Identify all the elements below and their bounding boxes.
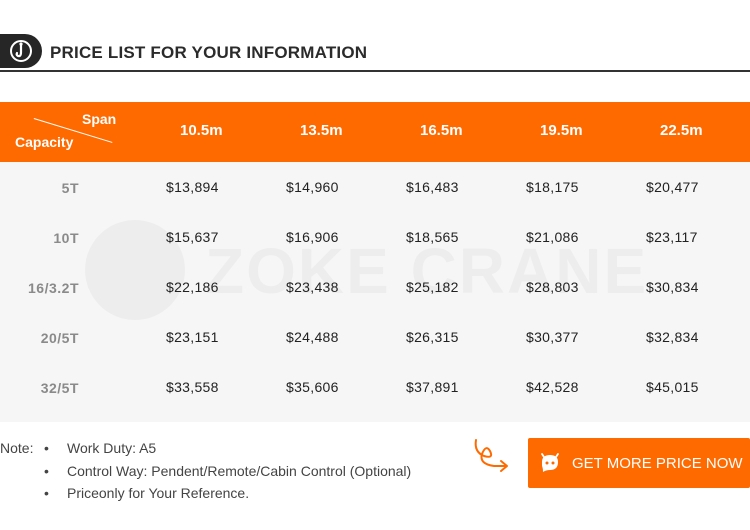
curly-arrow-icon bbox=[474, 439, 508, 472]
price-cell: $22,186 bbox=[166, 279, 219, 295]
column-header: 19.5m bbox=[540, 122, 583, 139]
span-label: Span bbox=[82, 111, 117, 127]
column-header: 13.5m bbox=[300, 122, 343, 139]
table-row: 10T $15,637 $16,906 $18,565 $21,086 $23,… bbox=[0, 212, 750, 262]
price-cell: $30,377 bbox=[526, 329, 579, 345]
table-row: 16/3.2T $22,186 $23,438 $25,182 $28,803 … bbox=[0, 262, 750, 312]
table-row: 5T $13,894 $14,960 $16,483 $18,175 $20,4… bbox=[0, 162, 750, 212]
note-text: Work Duty: A5 bbox=[67, 440, 157, 456]
capacity-cell: 16/3.2T bbox=[28, 280, 79, 296]
price-cell: $28,803 bbox=[526, 279, 579, 295]
table-corner-cell: Span Capacity bbox=[0, 102, 140, 162]
price-cell: $26,315 bbox=[406, 329, 459, 345]
capacity-label: Capacity bbox=[15, 134, 74, 150]
note-text: Priceonly for Your Reference. bbox=[67, 485, 250, 501]
price-cell: $23,438 bbox=[286, 279, 339, 295]
price-cell: $23,117 bbox=[646, 229, 698, 245]
price-cell: $35,606 bbox=[286, 379, 339, 395]
capacity-cell: 20/5T bbox=[40, 330, 79, 346]
price-cell: $20,477 bbox=[646, 179, 699, 195]
note-item: • Work Duty: A5 bbox=[44, 440, 156, 456]
capacity-cell: 5T bbox=[61, 180, 79, 196]
price-cell: $13,894 bbox=[166, 179, 219, 195]
note-label: Note: bbox=[0, 440, 34, 456]
price-cell: $23,151 bbox=[166, 329, 219, 345]
chat-bot-icon bbox=[541, 453, 559, 472]
table-header: Span Capacity 10.5m 13.5m 16.5m 19.5m 22… bbox=[0, 102, 750, 162]
column-header: 10.5m bbox=[180, 122, 223, 139]
price-cell: $16,483 bbox=[406, 179, 459, 195]
bullet-icon: • bbox=[44, 485, 49, 501]
note-item: • Control Way: Pendent/Remote/Cabin Contr… bbox=[44, 463, 411, 479]
price-cell: $30,834 bbox=[646, 279, 699, 295]
price-cell: $24,488 bbox=[286, 329, 339, 345]
price-cell: $16,906 bbox=[286, 229, 339, 245]
logo-badge bbox=[0, 34, 42, 68]
price-cell: $33,558 bbox=[166, 379, 219, 395]
price-cell: $14,960 bbox=[286, 179, 339, 195]
get-price-button[interactable]: GET MORE PRICE NOW bbox=[528, 438, 750, 488]
section-header: PRICE LIST FOR YOUR INFORMATION bbox=[0, 32, 750, 72]
bullet-icon: • bbox=[44, 440, 49, 456]
price-cell: $32,834 bbox=[646, 329, 699, 345]
note-text: Control Way: Pendent/Remote/Cabin Contro… bbox=[67, 463, 412, 479]
table-row: 32/5T $33,558 $35,606 $37,891 $42,528 $4… bbox=[0, 362, 750, 412]
note-item: • Priceonly for Your Reference. bbox=[44, 485, 249, 501]
price-cell: $15,637 bbox=[166, 229, 219, 245]
capacity-cell: 10T bbox=[53, 230, 79, 246]
price-cell: $45,015 bbox=[646, 379, 699, 395]
column-header: 22.5m bbox=[660, 122, 703, 139]
column-header: 16.5m bbox=[420, 122, 463, 139]
price-cell: $18,175 bbox=[526, 179, 579, 195]
price-cell: $25,182 bbox=[406, 279, 459, 295]
capacity-cell: 32/5T bbox=[40, 380, 79, 396]
price-cell: $21,086 bbox=[526, 229, 579, 245]
bullet-icon: • bbox=[44, 463, 49, 479]
page-title: PRICE LIST FOR YOUR INFORMATION bbox=[50, 43, 368, 62]
table-row: 20/5T $23,151 $24,488 $26,315 $30,377 $3… bbox=[0, 312, 750, 362]
price-table: ZOKE CRANE Span Capacity 10.5m 13.5m 16.… bbox=[0, 102, 750, 422]
get-price-label: GET MORE PRICE NOW bbox=[572, 454, 743, 472]
hook-icon bbox=[10, 40, 32, 62]
price-cell: $37,891 bbox=[406, 379, 459, 395]
price-cell: $18,565 bbox=[406, 229, 459, 245]
price-cell: $42,528 bbox=[526, 379, 579, 395]
